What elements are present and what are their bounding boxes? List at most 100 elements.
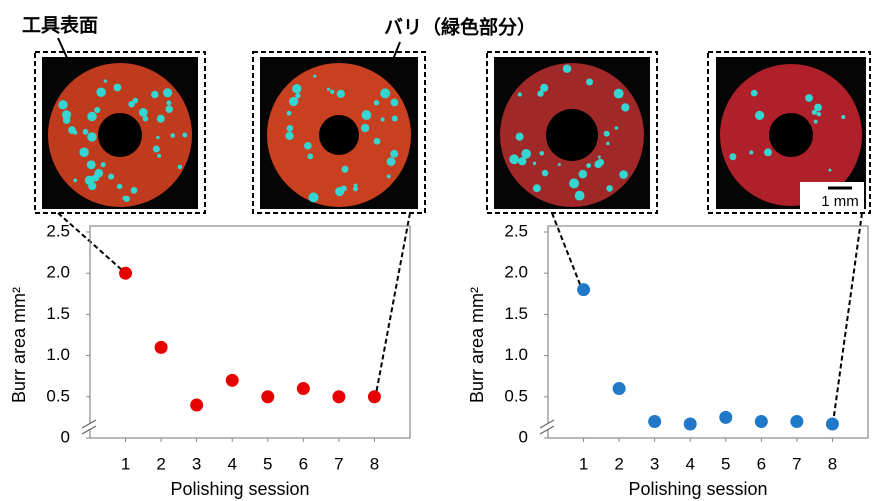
y-tick-label: 2.5 xyxy=(46,221,70,240)
burr-spot xyxy=(157,154,161,158)
scale-label: 1 mm xyxy=(821,193,859,210)
burr-spot xyxy=(814,120,818,124)
burr-spot xyxy=(157,115,165,123)
burr-spot xyxy=(749,150,753,154)
connector xyxy=(376,213,410,394)
point xyxy=(684,417,697,430)
burr-spot xyxy=(309,192,319,202)
burr-spot xyxy=(755,111,764,120)
burr-spot xyxy=(170,133,175,138)
burr-spot xyxy=(87,132,96,141)
burr-spot xyxy=(586,163,591,168)
burr-spot xyxy=(101,162,106,167)
x-tick-label: 8 xyxy=(828,454,837,473)
burr-spot xyxy=(96,88,105,97)
burr-spot xyxy=(729,153,736,160)
burr-spot xyxy=(330,90,334,94)
burr-spot xyxy=(387,157,396,166)
point xyxy=(790,415,803,428)
burr-spot xyxy=(614,89,624,99)
x-tick-label: 5 xyxy=(263,454,272,473)
burr-spot xyxy=(327,88,330,91)
burr-spot xyxy=(58,100,67,109)
figure: 工具表面 バリ（緑色部分） 1 mm 00.51.01.52.02.512345… xyxy=(0,0,872,501)
burr-spot xyxy=(380,117,384,121)
burr-spot xyxy=(151,91,158,98)
annotation-pointer xyxy=(58,38,68,60)
burr-spot xyxy=(542,170,548,176)
burr-spot xyxy=(289,97,298,106)
point xyxy=(297,382,310,395)
burr-spot xyxy=(586,79,593,86)
point xyxy=(755,415,768,428)
burr-spot xyxy=(285,132,293,140)
burr-spot xyxy=(516,133,524,141)
tool-hole xyxy=(98,113,142,157)
burr-spot xyxy=(79,148,89,158)
x-axis-label: Polishing session xyxy=(628,479,767,499)
point xyxy=(826,417,839,430)
y-axis-label: Burr area mm² xyxy=(9,287,29,403)
y-tick-label: 1.0 xyxy=(46,345,70,364)
connector xyxy=(552,213,581,287)
y-tick-label: 0.5 xyxy=(46,386,70,405)
annotation: バリ（緑色部分） xyxy=(384,16,536,39)
burr-spot xyxy=(621,103,629,111)
x-tick-label: 3 xyxy=(192,454,201,473)
connector xyxy=(833,213,862,423)
burr-spot xyxy=(337,90,345,98)
x-tick-label: 1 xyxy=(579,454,588,473)
point xyxy=(226,374,239,387)
burr-spot xyxy=(292,84,301,93)
x-tick-label: 8 xyxy=(370,454,379,473)
point xyxy=(613,382,626,395)
burr-spot xyxy=(128,101,135,108)
burr-spot xyxy=(95,169,104,178)
burr-spot xyxy=(153,146,160,153)
plot-frame xyxy=(90,226,410,438)
burr-spot xyxy=(295,93,300,98)
point xyxy=(155,341,168,354)
point xyxy=(719,411,732,424)
point xyxy=(648,415,661,428)
y-tick-label: 2.0 xyxy=(504,263,528,282)
x-tick-label: 3 xyxy=(650,454,659,473)
annotation: 工具表面 xyxy=(22,14,98,37)
burr-spot xyxy=(83,129,89,135)
x-tick-label: 4 xyxy=(227,454,236,473)
burr-spot xyxy=(362,110,372,120)
point xyxy=(577,283,590,296)
point xyxy=(261,390,274,403)
burr-spot xyxy=(817,112,821,116)
burr-spot xyxy=(73,178,77,182)
burr-spot xyxy=(619,170,628,179)
burr-spot xyxy=(178,165,183,170)
burr-spot xyxy=(764,148,772,156)
burr-spot xyxy=(539,151,544,156)
x-axis-label: Polishing session xyxy=(170,479,309,499)
x-tick-label: 1 xyxy=(121,454,130,473)
burr-spot xyxy=(182,133,187,138)
burr-spot xyxy=(751,90,758,97)
burr-spot xyxy=(563,65,572,74)
burr-spot xyxy=(68,126,76,134)
burr-spot xyxy=(390,99,398,107)
burr-spot xyxy=(604,131,610,137)
burr-spot xyxy=(87,112,96,121)
burr-spot xyxy=(353,186,358,191)
burr-spot xyxy=(131,187,138,194)
burr-spot xyxy=(304,142,312,150)
burr-spot xyxy=(341,185,347,191)
x-tick-label: 6 xyxy=(299,454,308,473)
burr-spot xyxy=(812,110,817,115)
burr-spot xyxy=(139,108,148,117)
burr-spot xyxy=(390,150,398,158)
burr-spot xyxy=(380,88,390,98)
point xyxy=(368,390,381,403)
x-tick-label: 7 xyxy=(334,454,343,473)
burr-spot xyxy=(805,94,813,102)
x-tick-label: 7 xyxy=(792,454,801,473)
burr-spot xyxy=(598,156,601,159)
burr-spot xyxy=(597,159,604,166)
burr-spot xyxy=(575,191,585,201)
